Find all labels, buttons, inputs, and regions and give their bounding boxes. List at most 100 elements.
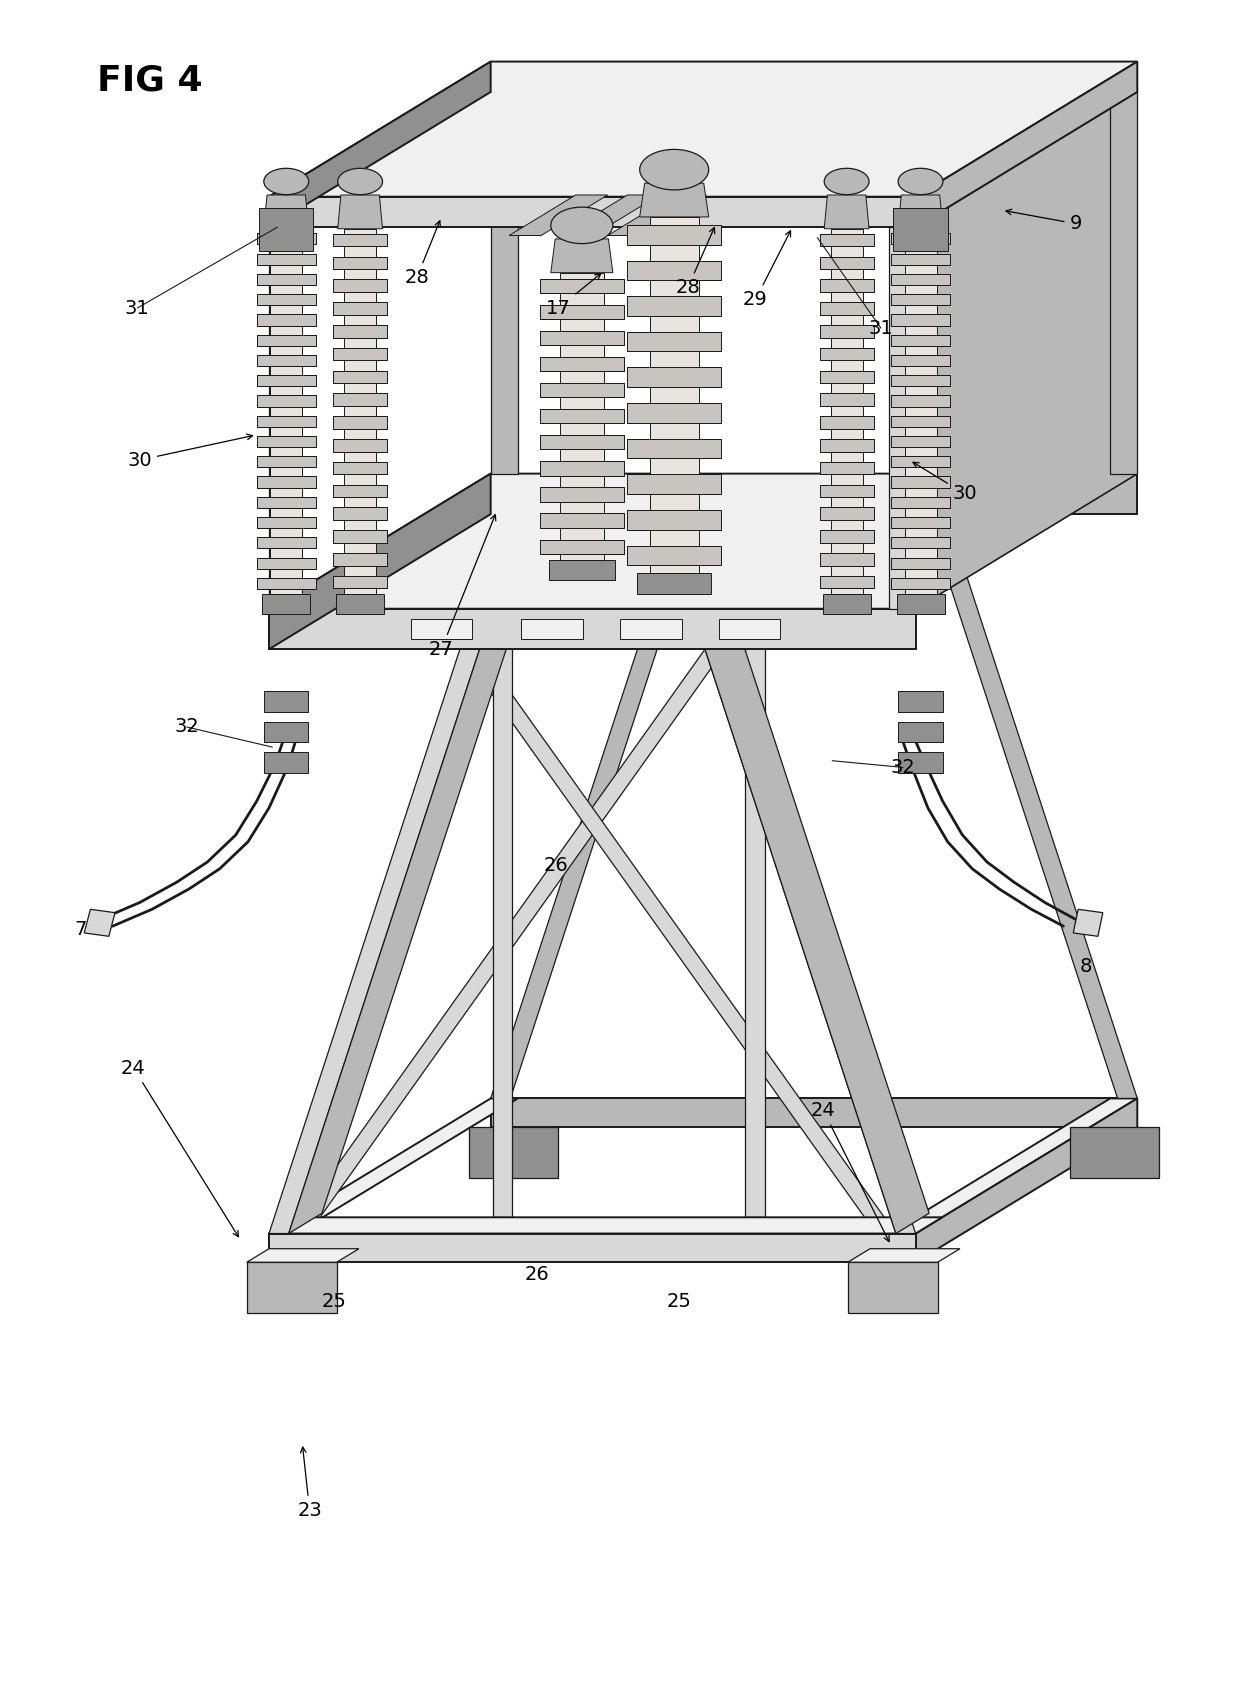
Text: 31: 31 xyxy=(125,299,150,317)
Text: 29: 29 xyxy=(743,231,791,309)
Polygon shape xyxy=(460,650,895,1234)
Text: 9: 9 xyxy=(1006,209,1083,232)
Polygon shape xyxy=(892,375,950,387)
Polygon shape xyxy=(1074,910,1102,937)
Polygon shape xyxy=(539,514,624,528)
Polygon shape xyxy=(469,1127,558,1178)
Polygon shape xyxy=(627,511,720,529)
Polygon shape xyxy=(627,261,720,280)
Polygon shape xyxy=(334,553,387,565)
Polygon shape xyxy=(257,355,316,367)
Text: 25: 25 xyxy=(322,1291,347,1310)
Polygon shape xyxy=(820,529,874,543)
Polygon shape xyxy=(892,518,950,528)
Polygon shape xyxy=(269,473,491,650)
Polygon shape xyxy=(898,752,942,772)
Polygon shape xyxy=(627,440,720,458)
Polygon shape xyxy=(894,209,947,251)
Polygon shape xyxy=(820,394,874,406)
Polygon shape xyxy=(627,546,720,565)
Polygon shape xyxy=(892,558,950,568)
Ellipse shape xyxy=(264,168,309,195)
Polygon shape xyxy=(892,232,950,244)
Polygon shape xyxy=(560,195,660,236)
Text: 17: 17 xyxy=(546,273,600,317)
Text: 24: 24 xyxy=(811,1101,889,1242)
Polygon shape xyxy=(257,273,316,285)
Polygon shape xyxy=(257,518,316,528)
Polygon shape xyxy=(539,356,624,372)
Text: 8: 8 xyxy=(1079,957,1091,976)
Polygon shape xyxy=(551,239,613,273)
Polygon shape xyxy=(269,197,915,227)
Text: 24: 24 xyxy=(122,1059,238,1237)
Ellipse shape xyxy=(898,168,942,195)
Polygon shape xyxy=(820,256,874,270)
Polygon shape xyxy=(345,229,376,594)
Polygon shape xyxy=(848,1249,960,1263)
Polygon shape xyxy=(627,297,720,316)
Polygon shape xyxy=(247,1263,337,1313)
Polygon shape xyxy=(289,650,724,1234)
Polygon shape xyxy=(745,623,782,633)
Polygon shape xyxy=(820,234,874,246)
Polygon shape xyxy=(247,1249,358,1263)
Polygon shape xyxy=(539,409,624,423)
Polygon shape xyxy=(269,61,491,227)
Polygon shape xyxy=(640,183,709,217)
Polygon shape xyxy=(820,348,874,360)
Polygon shape xyxy=(889,1098,1137,1234)
Polygon shape xyxy=(257,232,316,244)
Polygon shape xyxy=(892,416,950,428)
Polygon shape xyxy=(491,473,1137,514)
Polygon shape xyxy=(608,195,707,236)
Text: 7: 7 xyxy=(74,920,87,938)
Polygon shape xyxy=(820,575,874,589)
Polygon shape xyxy=(491,1098,1137,1127)
Polygon shape xyxy=(257,456,316,467)
Polygon shape xyxy=(892,314,950,326)
Polygon shape xyxy=(259,209,314,251)
Polygon shape xyxy=(892,294,950,305)
Polygon shape xyxy=(334,326,387,338)
Polygon shape xyxy=(825,195,869,229)
Polygon shape xyxy=(904,229,936,594)
Polygon shape xyxy=(539,305,624,319)
Polygon shape xyxy=(915,61,1137,227)
Ellipse shape xyxy=(640,149,709,190)
Polygon shape xyxy=(820,485,874,497)
Ellipse shape xyxy=(551,207,613,244)
Polygon shape xyxy=(270,229,303,594)
Polygon shape xyxy=(257,477,316,487)
Polygon shape xyxy=(892,436,950,446)
Polygon shape xyxy=(637,574,712,594)
Ellipse shape xyxy=(825,168,869,195)
Text: 32: 32 xyxy=(174,718,198,736)
Polygon shape xyxy=(539,487,624,502)
Polygon shape xyxy=(269,650,480,1234)
Polygon shape xyxy=(257,538,316,548)
Polygon shape xyxy=(269,1234,915,1263)
Polygon shape xyxy=(889,1234,915,1263)
Polygon shape xyxy=(264,721,309,742)
Polygon shape xyxy=(334,507,387,519)
Polygon shape xyxy=(334,462,387,475)
Polygon shape xyxy=(257,294,316,305)
Polygon shape xyxy=(84,910,115,937)
Polygon shape xyxy=(539,462,624,475)
Text: 23: 23 xyxy=(298,1448,322,1521)
Text: FIG 4: FIG 4 xyxy=(97,63,202,97)
Text: 31: 31 xyxy=(869,319,894,338)
Polygon shape xyxy=(539,384,624,397)
Polygon shape xyxy=(334,370,387,384)
Polygon shape xyxy=(262,594,310,614)
Polygon shape xyxy=(491,61,1137,92)
Polygon shape xyxy=(820,416,874,429)
Polygon shape xyxy=(257,497,316,507)
Polygon shape xyxy=(1110,92,1137,473)
Polygon shape xyxy=(264,752,309,772)
Polygon shape xyxy=(892,273,950,285)
Polygon shape xyxy=(915,92,1137,609)
Polygon shape xyxy=(848,1263,937,1313)
Polygon shape xyxy=(492,623,529,633)
